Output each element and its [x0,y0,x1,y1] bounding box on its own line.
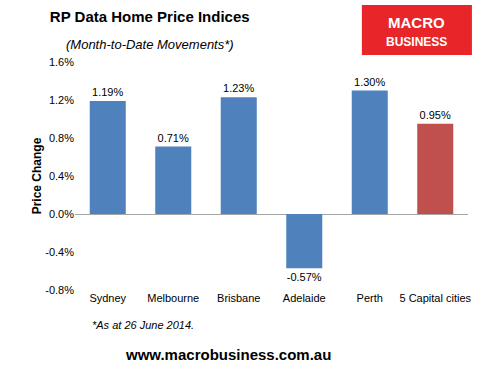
svg-text:5 Capital cities: 5 Capital cities [399,292,471,304]
svg-text:Perth: Perth [357,292,383,304]
svg-text:(Month-to-Date Movements*): (Month-to-Date Movements*) [66,37,234,52]
svg-text:-0.57%: -0.57% [287,271,322,283]
svg-text:Price Change: Price Change [30,137,44,214]
svg-text:1.23%: 1.23% [223,82,254,94]
svg-text:Melbourne: Melbourne [147,292,199,304]
svg-text:Sydney: Sydney [89,292,126,304]
svg-text:1.30%: 1.30% [354,76,385,88]
svg-text:0.71%: 0.71% [158,132,189,144]
svg-text:Adelaide: Adelaide [283,292,326,304]
svg-text:Brisbane: Brisbane [217,292,260,304]
svg-text:MACRO: MACRO [388,14,445,31]
svg-text:0.0%: 0.0% [49,208,74,220]
svg-text:-0.4%: -0.4% [45,246,74,258]
svg-text:1.2%: 1.2% [49,94,74,106]
svg-text:0.4%: 0.4% [49,170,74,182]
svg-text:0.8%: 0.8% [49,132,74,144]
svg-text:*As at 26 June 2014.: *As at 26 June 2014. [92,319,194,331]
svg-text:1.19%: 1.19% [92,86,123,98]
svg-text:-0.8%: -0.8% [45,284,74,296]
svg-text:www.macrobusiness.com.au: www.macrobusiness.com.au [125,346,331,363]
svg-text:BUSINESS: BUSINESS [386,35,447,49]
svg-text:0.95%: 0.95% [420,109,451,121]
svg-text:1.6%: 1.6% [49,56,74,68]
svg-text:RP Data Home Price Indices: RP Data Home Price Indices [50,8,250,25]
